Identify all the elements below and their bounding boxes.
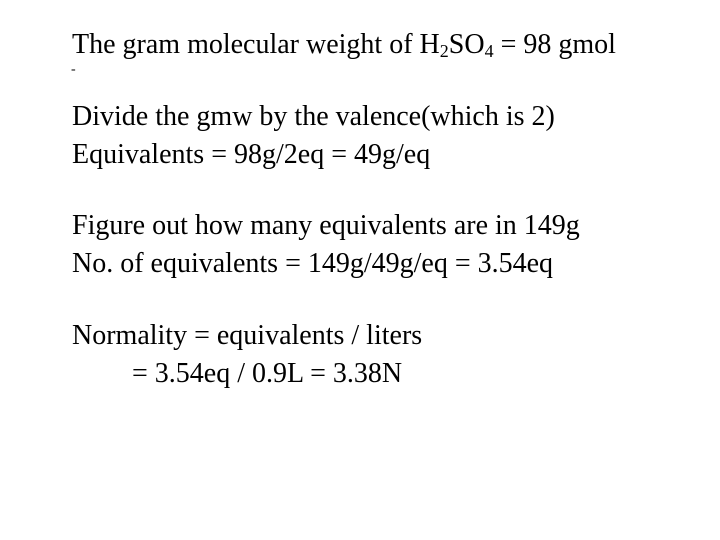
line-gmw: - The gram molecular weight of H2SO4 = 9… [72, 26, 710, 64]
text-gmw-post: = 98 gmol [494, 29, 616, 60]
line-divide: Divide the gmw by the valence(which is 2… [72, 98, 710, 136]
subscript-2: 2 [440, 41, 449, 61]
line-equivalents: Equivalents = 98g/2eq = 49g/eq [72, 136, 710, 174]
bullet-dash: - [71, 61, 76, 80]
slide-body: - The gram molecular weight of H2SO4 = 9… [0, 0, 720, 540]
text-gmw-pre: The gram molecular weight of H [72, 29, 440, 60]
text-gmw-mid: SO [449, 29, 485, 60]
spacer [72, 64, 710, 98]
line-figure-out: Figure out how many equivalents are in 1… [72, 207, 710, 245]
spacer [72, 173, 710, 207]
line-normality-def: Normality = equivalents / liters [72, 317, 710, 355]
line-normality-val: = 3.54eq / 0.9L = 3.38N [72, 355, 710, 393]
subscript-4: 4 [485, 41, 494, 61]
spacer [72, 283, 710, 317]
line-no-of-eq: No. of equivalents = 149g/49g/eq = 3.54e… [72, 245, 710, 283]
